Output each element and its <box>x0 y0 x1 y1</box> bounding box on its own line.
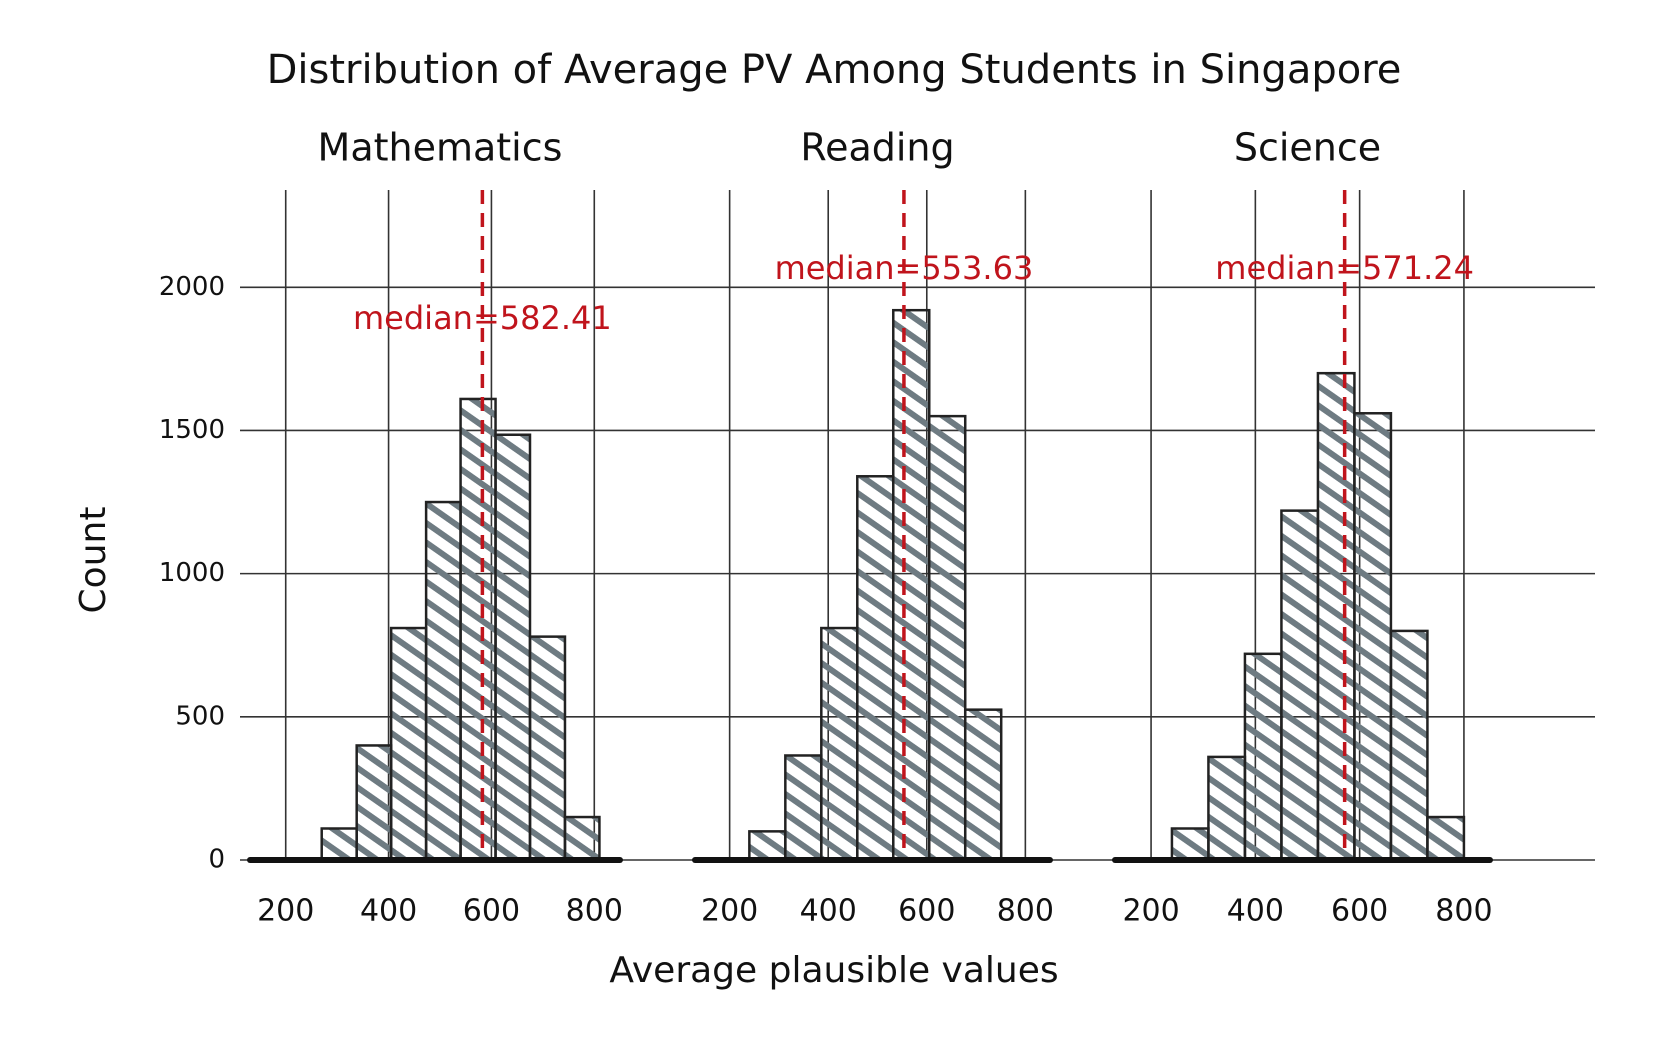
histogram-bar <box>563 815 601 862</box>
histogram-bar <box>892 308 931 862</box>
histogram-bar <box>424 500 462 862</box>
median-label: median=571.24 <box>1215 249 1474 287</box>
histogram-bar <box>784 754 823 862</box>
x-tick-label: 800 <box>997 894 1054 929</box>
histogram-bar <box>528 635 567 862</box>
histogram-bar <box>748 830 787 862</box>
x-tick-label: 600 <box>1331 894 1388 929</box>
histogram-bar <box>1389 629 1429 862</box>
x-tick-label: 200 <box>701 894 758 929</box>
histogram-bar <box>928 414 967 862</box>
x-tick-label: 600 <box>463 894 520 929</box>
y-tick-label: 1500 <box>159 415 225 445</box>
chart-title: Distribution of Average PV Among Student… <box>267 47 1402 93</box>
x-tick-label: 400 <box>800 894 857 929</box>
y-axis-label: Count <box>73 507 114 614</box>
x-tick-label: 200 <box>1122 894 1179 929</box>
x-tick-label: 400 <box>1227 894 1284 929</box>
histogram-bar <box>856 475 895 862</box>
histogram-bar <box>1280 509 1320 862</box>
y-tick-label: 1000 <box>159 558 225 588</box>
panel-title: Reading <box>800 126 954 170</box>
x-tick-label: 400 <box>360 894 417 929</box>
panel-title: Mathematics <box>318 126 563 170</box>
x-axis-label: Average plausible values <box>609 950 1058 991</box>
histogram-bar <box>1353 412 1393 862</box>
histogram-bar <box>1316 371 1356 862</box>
y-tick-label: 0 <box>208 845 225 875</box>
histogram-bar <box>820 626 859 862</box>
histogram-bar <box>355 744 393 862</box>
panel-title: Science <box>1234 126 1381 170</box>
histogram-bar <box>1426 815 1466 862</box>
histogram-bar <box>459 397 497 862</box>
x-tick-label: 200 <box>257 894 314 929</box>
histogram-bar <box>963 708 1003 862</box>
histogram-bar <box>1170 827 1210 862</box>
histogram-bar <box>389 626 428 862</box>
median-label: median=582.41 <box>353 299 612 337</box>
histogram-bar <box>1207 755 1247 862</box>
median-label: median=553.63 <box>775 249 1034 287</box>
histogram-bar <box>494 433 532 862</box>
y-tick-label: 2000 <box>159 272 225 302</box>
histogram-bar <box>320 827 358 862</box>
x-tick-label: 600 <box>898 894 955 929</box>
x-tick-label: 800 <box>1435 894 1492 929</box>
x-tick-label: 800 <box>566 894 623 929</box>
histogram-bar <box>1243 652 1283 862</box>
y-tick-label: 500 <box>175 701 225 731</box>
